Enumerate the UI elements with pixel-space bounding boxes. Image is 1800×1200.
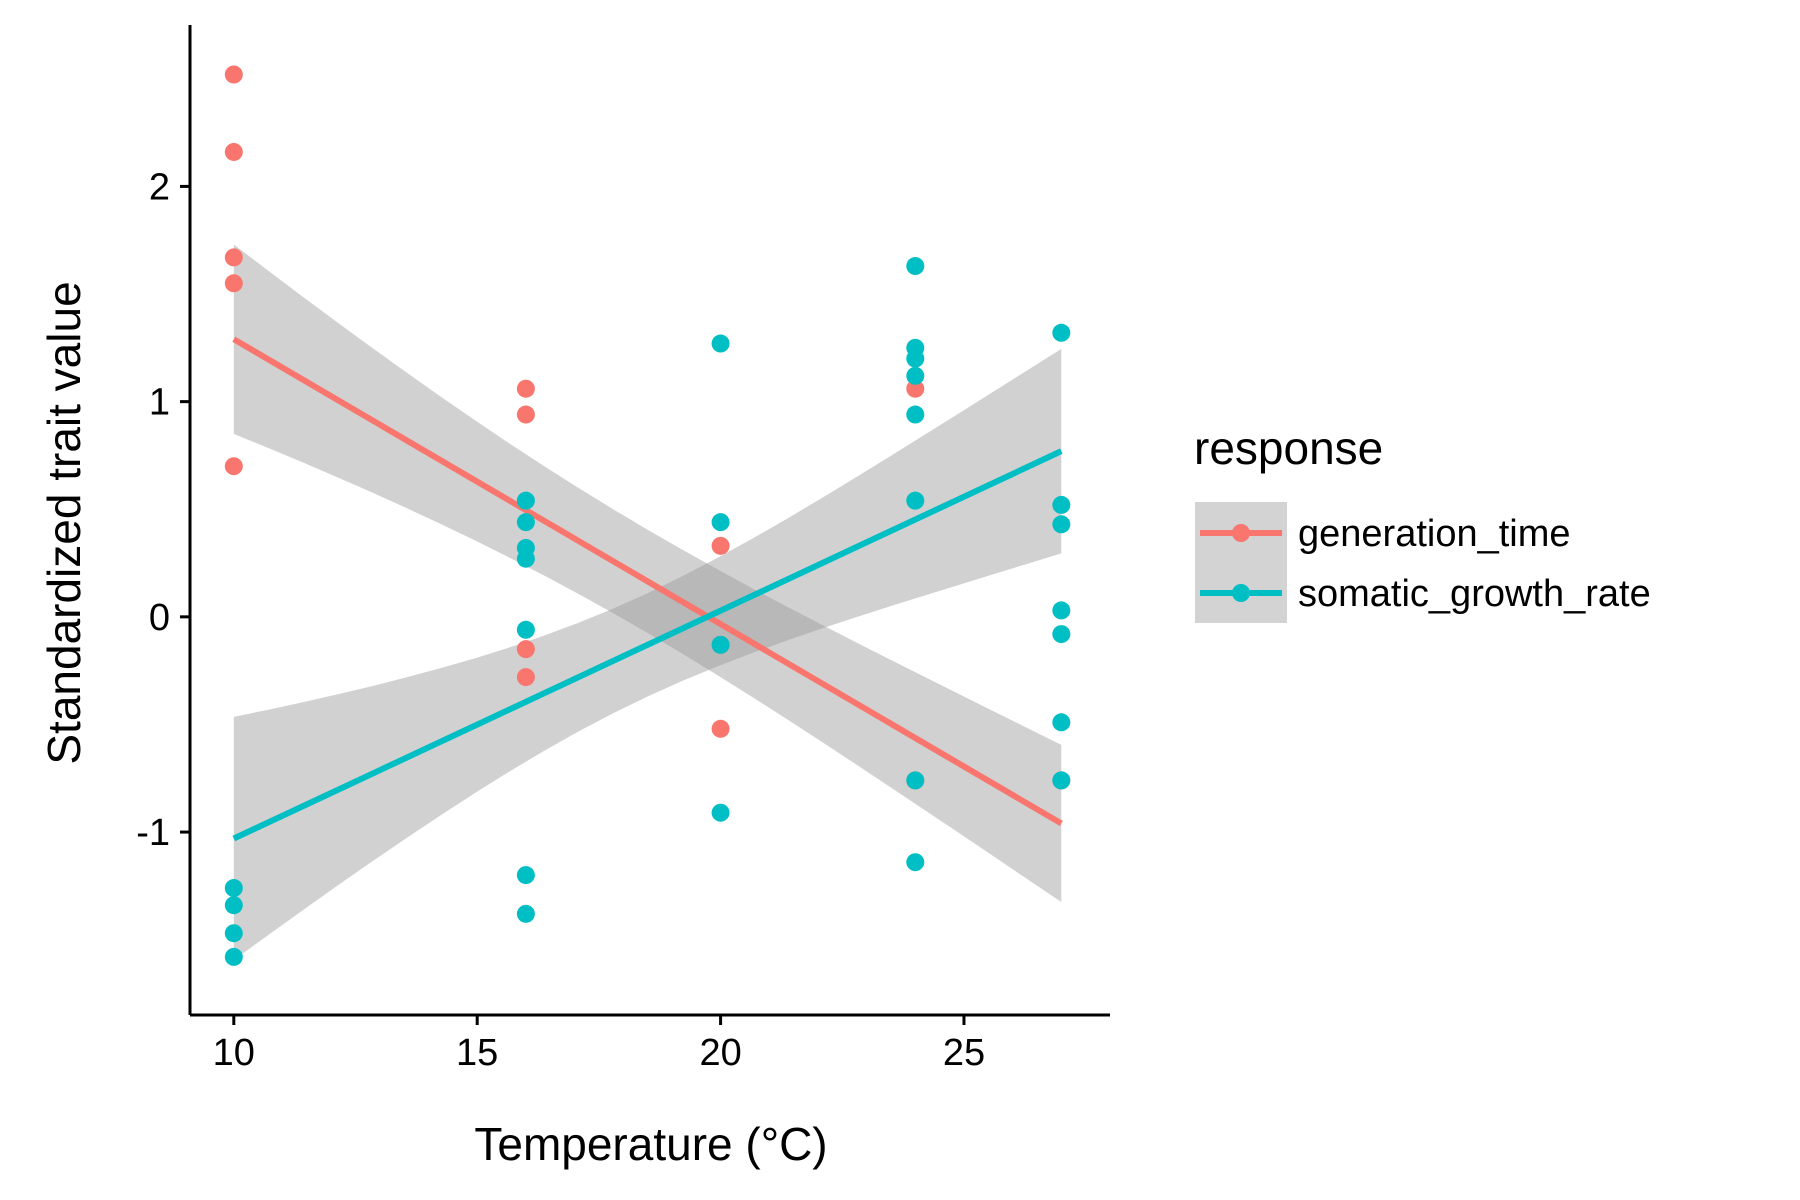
fit-line-somatic-growth-rate: [232, 448, 1063, 842]
point-somatic-growth-rate: [906, 405, 925, 424]
x-axis-title: Temperature (°C): [474, 1118, 827, 1170]
point-generation-time: [224, 274, 243, 293]
point-generation-time: [711, 536, 730, 555]
ci-band-generation-time: [233, 244, 1062, 902]
point-somatic-growth-rate: [906, 491, 925, 510]
point-generation-time: [224, 65, 243, 84]
y-tick-label: -1: [136, 812, 170, 854]
legend-key-point-somatic-growth-rate: [1232, 584, 1250, 602]
point-generation-time: [224, 142, 243, 161]
confidence-bands: [233, 244, 1062, 961]
point-somatic-growth-rate: [516, 620, 535, 639]
point-somatic-growth-rate: [906, 349, 925, 368]
y-tick-label: 1: [149, 382, 170, 424]
point-generation-time: [516, 379, 535, 398]
point-somatic-growth-rate: [224, 896, 243, 915]
point-somatic-growth-rate: [1052, 625, 1071, 644]
x-tick-label: 15: [456, 1032, 498, 1074]
point-somatic-growth-rate: [711, 803, 730, 822]
point-somatic-growth-rate: [906, 366, 925, 385]
point-generation-time: [516, 668, 535, 687]
point-somatic-growth-rate: [516, 904, 535, 923]
point-somatic-growth-rate: [1052, 323, 1071, 342]
axes: 10 15 20 25 -1 0 1 2: [136, 25, 1110, 1074]
point-somatic-growth-rate: [516, 513, 535, 532]
y-tick-label: 2: [149, 166, 170, 208]
ci-band-somatic-growth-rate: [233, 348, 1062, 961]
x-tick-label: 10: [213, 1032, 255, 1074]
point-somatic-growth-rate: [1052, 515, 1071, 534]
point-somatic-growth-rate: [516, 866, 535, 885]
data-points: [224, 65, 1071, 966]
legend-label-somatic-growth-rate: somatic_growth_rate: [1298, 573, 1651, 615]
point-somatic-growth-rate: [1052, 495, 1071, 514]
legend: response generation_time somatic_growth_…: [1194, 422, 1651, 623]
fit-line-generation-time: [232, 336, 1063, 827]
legend-title: response: [1194, 422, 1383, 474]
point-generation-time: [224, 248, 243, 267]
point-somatic-growth-rate: [906, 257, 925, 276]
point-generation-time: [906, 379, 925, 398]
fit-lines: [232, 336, 1063, 842]
legend-label-generation-time: generation_time: [1298, 513, 1571, 555]
point-generation-time: [224, 457, 243, 476]
point-somatic-growth-rate: [906, 853, 925, 872]
point-somatic-growth-rate: [516, 491, 535, 510]
point-somatic-growth-rate: [711, 635, 730, 654]
x-tick-label: 20: [699, 1032, 741, 1074]
legend-key-background: [1195, 502, 1287, 623]
point-generation-time: [516, 640, 535, 659]
point-somatic-growth-rate: [1052, 771, 1071, 790]
point-generation-time: [516, 405, 535, 424]
point-somatic-growth-rate: [711, 334, 730, 353]
y-axis-title: Standardized trait value: [38, 281, 90, 764]
point-somatic-growth-rate: [224, 879, 243, 898]
point-somatic-growth-rate: [224, 924, 243, 943]
point-somatic-growth-rate: [516, 549, 535, 568]
legend-key-point-generation-time: [1232, 524, 1250, 542]
point-somatic-growth-rate: [1052, 601, 1071, 620]
point-somatic-growth-rate: [1052, 713, 1071, 732]
point-somatic-growth-rate: [906, 771, 925, 790]
point-somatic-growth-rate: [224, 947, 243, 966]
x-tick-label: 25: [943, 1032, 985, 1074]
point-somatic-growth-rate: [711, 513, 730, 532]
y-tick-label: 0: [149, 597, 170, 639]
point-generation-time: [711, 719, 730, 738]
